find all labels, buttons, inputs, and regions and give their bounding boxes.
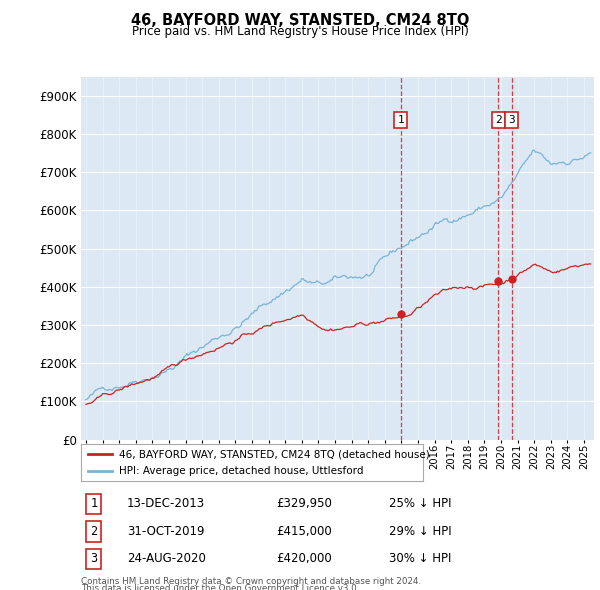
- Text: This data is licensed under the Open Government Licence v3.0.: This data is licensed under the Open Gov…: [81, 584, 359, 590]
- Text: 29% ↓ HPI: 29% ↓ HPI: [389, 525, 451, 538]
- Text: £415,000: £415,000: [276, 525, 332, 538]
- Text: 31-OCT-2019: 31-OCT-2019: [127, 525, 205, 538]
- Text: 13-DEC-2013: 13-DEC-2013: [127, 497, 205, 510]
- Text: 1: 1: [90, 497, 97, 510]
- Text: 3: 3: [508, 115, 515, 125]
- Text: 2: 2: [90, 525, 97, 538]
- Text: 46, BAYFORD WAY, STANSTED, CM24 8TQ: 46, BAYFORD WAY, STANSTED, CM24 8TQ: [131, 13, 469, 28]
- Text: 3: 3: [90, 552, 97, 565]
- Text: Contains HM Land Registry data © Crown copyright and database right 2024.: Contains HM Land Registry data © Crown c…: [81, 577, 421, 586]
- Text: 24-AUG-2020: 24-AUG-2020: [127, 552, 206, 565]
- Text: 2: 2: [495, 115, 502, 125]
- Text: Price paid vs. HM Land Registry's House Price Index (HPI): Price paid vs. HM Land Registry's House …: [131, 25, 469, 38]
- Text: 46, BAYFORD WAY, STANSTED, CM24 8TQ (detached house): 46, BAYFORD WAY, STANSTED, CM24 8TQ (det…: [119, 449, 430, 459]
- Text: £329,950: £329,950: [276, 497, 332, 510]
- Text: 30% ↓ HPI: 30% ↓ HPI: [389, 552, 451, 565]
- Text: 1: 1: [397, 115, 404, 125]
- Text: 25% ↓ HPI: 25% ↓ HPI: [389, 497, 451, 510]
- Text: £420,000: £420,000: [276, 552, 332, 565]
- Text: HPI: Average price, detached house, Uttlesford: HPI: Average price, detached house, Uttl…: [119, 466, 363, 476]
